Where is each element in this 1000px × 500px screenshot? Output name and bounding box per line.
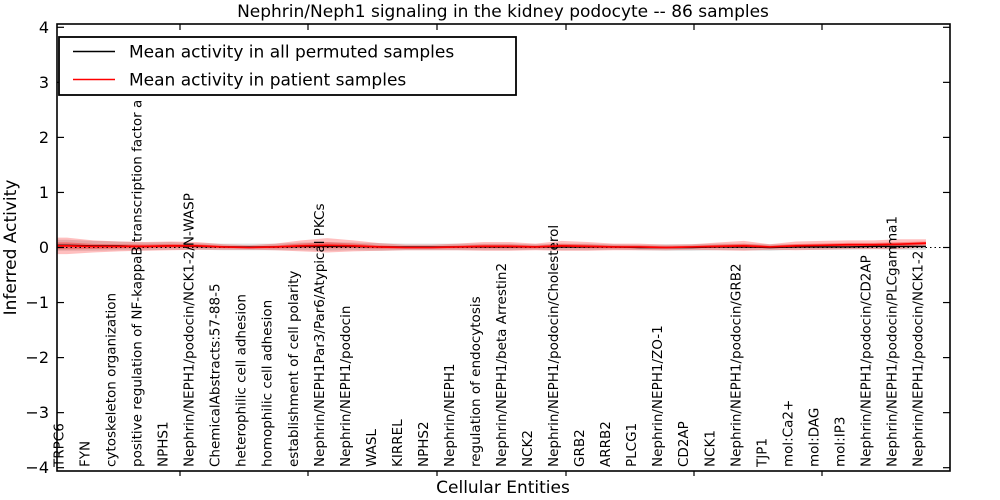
x-category-label: Nephrin/NEPH1/podocin/NCK1-2/N-WASP	[182, 193, 198, 467]
x-category-label: establishment of cell polarity	[286, 271, 302, 467]
x-category-label: FYN	[78, 441, 94, 467]
axis-ticks	[57, 24, 950, 476]
x-category-label: ChemicalAbstracts:57-88-5	[208, 283, 224, 467]
y-tick-label: 2	[39, 128, 49, 147]
x-category-label: Nephrin/NEPH1/podocin/PLCgamma1	[884, 216, 900, 467]
x-category-label: Nephrin/NEPH1/podocin/GRB2	[728, 263, 744, 467]
y-tick-label: 0	[39, 238, 49, 257]
patient-mean-line	[57, 242, 927, 249]
x-category-label: heterophilic cell adhesion	[234, 294, 250, 467]
x-category-label: Nephrin/NEPH1/podocin/Cholesterol	[546, 225, 562, 467]
x-category-label: KIRREL	[390, 419, 406, 467]
x-category-label: ARRB2	[598, 421, 614, 467]
y-tick-label: −3	[25, 403, 49, 422]
y-tick-label: 3	[39, 73, 49, 92]
y-tick-label: −1	[25, 293, 49, 312]
x-category-label: mol:Ca2+	[780, 400, 796, 467]
series-lines	[57, 242, 927, 249]
x-category-label: homophilic cell adhesion	[260, 300, 276, 467]
x-category-label: CD2AP	[676, 421, 692, 467]
y-tick-label: −2	[25, 348, 49, 367]
x-category-label: NPHS1	[156, 421, 172, 467]
x-category-label: NCK2	[520, 430, 536, 467]
y-tick-labels: 4 3 2 1 0 −1 −2 −3 −4	[25, 18, 49, 477]
x-category-label: PLCG1	[624, 423, 640, 467]
legend: Mean activity in all permuted samples Me…	[58, 36, 517, 96]
x-category-label: Nephrin/NEPH1/ZO-1	[650, 325, 666, 467]
x-category-label: TJP1	[754, 438, 770, 468]
y-tick-label: 4	[39, 18, 49, 37]
x-category-label: positive regulation of NF-kappaB transcr…	[130, 100, 146, 467]
y-tick-label: −4	[25, 458, 49, 477]
x-category-label: cytoskeleton organization	[104, 293, 120, 467]
x-category-label: TRPC6	[52, 423, 68, 468]
x-category-label: NPHS2	[416, 421, 432, 467]
x-tick-labels: TRPC6 FYN cytoskeleton organization positiv…	[52, 100, 927, 468]
x-category-label: Nephrin/NEPH1	[442, 364, 458, 467]
y-tick-label: 1	[39, 183, 49, 202]
x-category-label: mol:DAG	[806, 408, 822, 467]
legend-label-patient: Mean activity in patient samples	[129, 71, 406, 91]
x-category-label: mol:IP3	[832, 417, 848, 467]
x-category-label: Nephrin/NEPH1/podocin	[338, 306, 354, 467]
x-axis-label: Cellular Entities	[436, 478, 570, 498]
permuted-confidence-band	[57, 239, 926, 251]
x-category-label: Nephrin/NEPH1/podocin/NCK1-2	[910, 251, 926, 467]
x-category-label: Nephrin/NEPH1/podocin/CD2AP	[858, 255, 874, 467]
x-category-label: Nephrin/NEPH1Par3/Par6/Atypical PKCs	[312, 204, 328, 468]
y-axis-label: Inferred Activity	[1, 180, 21, 316]
x-category-label: Nephrin/NEPH1/beta Arrestin2	[494, 263, 510, 467]
legend-label-permuted: Mean activity in all permuted samples	[129, 43, 454, 63]
x-category-label: WASL	[364, 429, 380, 467]
chart-title: Nephrin/Neph1 signaling in the kidney po…	[237, 2, 769, 22]
x-category-label: GRB2	[572, 429, 588, 467]
x-category-label: NCK1	[702, 430, 718, 467]
x-category-label: regulation of endocytosis	[468, 296, 484, 467]
legend-box	[58, 36, 517, 96]
